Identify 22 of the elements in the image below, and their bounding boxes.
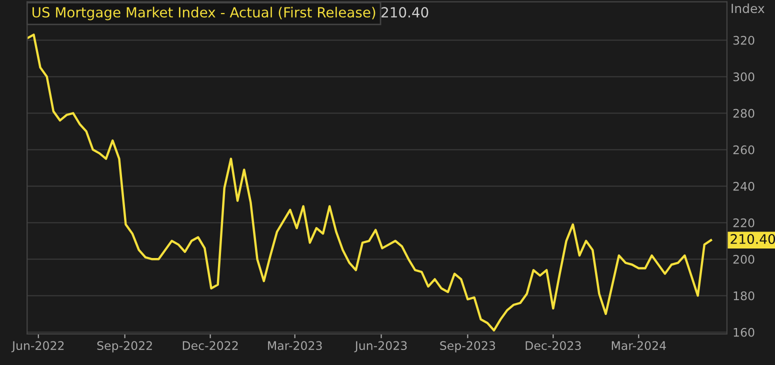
x-tick-label: Sep-2022 <box>97 341 152 352</box>
y-tick-label: 200 <box>733 254 754 264</box>
chart-title: US Mortgage Market Index - Actual (First Release) <box>32 6 376 20</box>
y-tick-label: 260 <box>733 145 754 154</box>
line-series <box>27 34 712 332</box>
data-label: 210.40 <box>730 234 775 244</box>
y-tick-label: 240 <box>733 182 754 191</box>
x-tick-label: Dec-2022 <box>182 341 238 350</box>
y-tick-label: 300 <box>733 72 754 82</box>
y-axis-title: Index <box>732 3 764 14</box>
x-tick-label: Mar-2023 <box>268 341 322 350</box>
y-tick-label: 280 <box>733 108 754 118</box>
y-tick-label: 320 <box>733 36 754 45</box>
y-tick-label: 180 <box>734 291 754 300</box>
y-tick-label: 220 <box>733 218 754 228</box>
y-tick-label: 160 <box>734 328 754 337</box>
text: 210.40 <box>382 7 428 18</box>
x-tick-label: Jun-2023 <box>354 341 407 352</box>
x-tick-label: Dec-2023 <box>526 341 581 350</box>
x-tick-label: Jun-2022 <box>11 341 64 352</box>
x-tick-label: Sep-2023 <box>440 341 496 352</box>
x-tick-label: Mar-2024 <box>612 341 666 350</box>
